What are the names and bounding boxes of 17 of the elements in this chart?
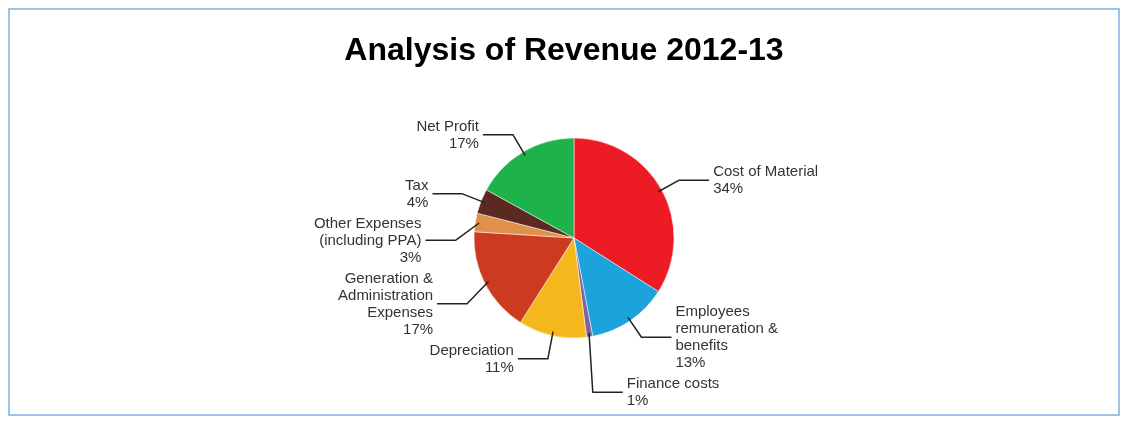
- data-label: 3%: [399, 247, 422, 265]
- slice-label: Finance costs: [626, 374, 720, 392]
- slice-label: Employees remuneration & benefits: [675, 302, 779, 354]
- chart-title: Analysis of Revenue 2012-13: [344, 31, 784, 67]
- data-label: 17%: [403, 319, 434, 337]
- slice-label: Other Expenses (including PPA): [313, 213, 422, 248]
- slice-label: Depreciation: [429, 340, 514, 358]
- slice-label: Net Profit: [416, 116, 480, 134]
- data-label: 34%: [713, 179, 744, 197]
- data-label: 1%: [626, 391, 649, 409]
- data-label: 11%: [484, 357, 514, 375]
- slice-label: Tax: [405, 175, 429, 193]
- data-label: 17%: [448, 133, 479, 151]
- data-label: 4%: [406, 192, 429, 210]
- data-label: 13%: [675, 353, 706, 371]
- slice-label: Generation & Administration Expenses: [338, 268, 434, 320]
- slice-label: Cost of Material: [713, 162, 819, 180]
